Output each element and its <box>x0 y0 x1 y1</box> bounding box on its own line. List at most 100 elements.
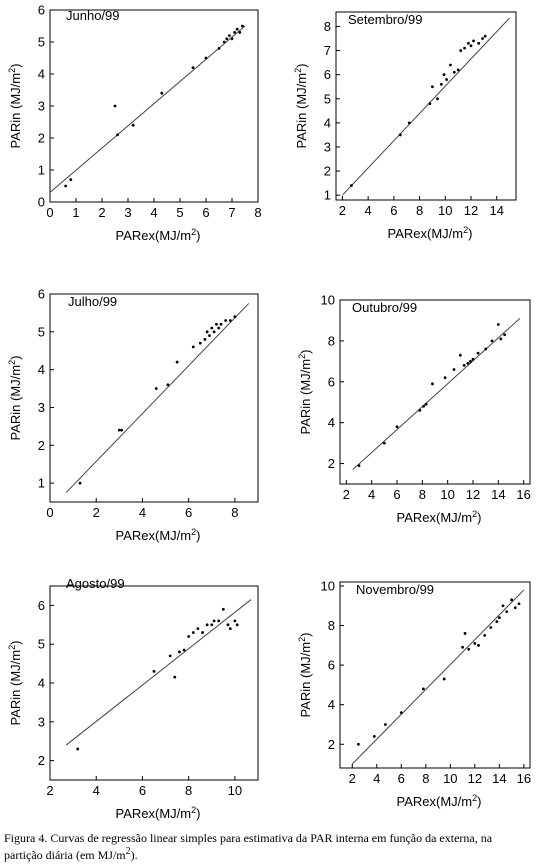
data-point <box>489 626 493 629</box>
y-tick-label: 2 <box>38 131 45 146</box>
x-tick-label: 4 <box>365 203 372 218</box>
x-axis-title: PARex(MJ/m2) <box>116 527 201 543</box>
panel-title: Junho/99 <box>66 8 120 23</box>
x-tick-label: 4 <box>93 783 100 798</box>
y-tick-label: 5 <box>38 637 45 652</box>
data-point <box>113 104 117 108</box>
data-point <box>235 623 239 627</box>
x-axis-title: PARex(MJ/m2) <box>397 509 482 525</box>
y-tick-label: 3 <box>38 714 45 729</box>
data-point <box>383 723 387 726</box>
data-point <box>497 616 501 620</box>
plot-frame <box>49 585 259 781</box>
data-point <box>421 687 425 691</box>
plot-frame <box>339 299 531 485</box>
x-tick-label: 4 <box>373 771 380 786</box>
data-point <box>424 402 428 406</box>
data-point <box>210 326 214 330</box>
data-point <box>503 333 507 337</box>
x-tick-label: 14 <box>489 203 503 218</box>
data-point <box>116 133 119 137</box>
y-tick-label: 2 <box>328 456 335 471</box>
data-point <box>481 37 484 40</box>
data-point <box>467 41 470 45</box>
y-tick-label: 7 <box>324 43 331 58</box>
data-point <box>501 604 505 608</box>
figure-caption: Figura 4. Curvas de regressão linear sim… <box>4 832 540 862</box>
data-point <box>69 178 73 182</box>
x-tick-label: 2 <box>98 205 105 220</box>
y-tick-label: 6 <box>38 287 45 302</box>
y-tick-label: 1 <box>38 163 45 178</box>
x-tick-label: 16 <box>517 771 531 786</box>
data-point <box>431 382 434 386</box>
data-point <box>226 623 230 627</box>
caption-line-1: Figura 4. Curvas de regressão linear sim… <box>4 831 493 845</box>
data-point <box>463 632 467 635</box>
data-point <box>228 34 231 37</box>
plot-frame <box>339 581 531 769</box>
x-tick-label: 12 <box>468 771 482 786</box>
data-point <box>175 360 179 364</box>
data-point <box>191 66 195 69</box>
data-point <box>495 620 499 623</box>
x-tick-label: 1 <box>72 205 79 220</box>
data-point <box>442 73 446 77</box>
data-point <box>350 184 353 187</box>
plot-frame <box>49 293 259 503</box>
caption-superscript: 2 <box>125 846 131 857</box>
data-point <box>238 31 242 34</box>
y-tick-label: 6 <box>38 598 45 613</box>
regression-line <box>65 303 250 493</box>
data-point <box>428 102 432 105</box>
data-point <box>490 339 494 343</box>
data-point <box>228 319 232 322</box>
panel-title: Agosto/99 <box>66 576 125 591</box>
chart-outubro: 2 4 6 8 10 12 14 16 2 4 6 8 10 Outubro/99 PARex(MJ/m2)… <box>297 293 531 526</box>
x-tick-label: 8 <box>419 487 426 502</box>
data-point <box>215 322 218 326</box>
data-point <box>452 70 456 74</box>
data-point <box>187 635 191 638</box>
data-point <box>473 641 477 645</box>
data-point <box>477 643 480 647</box>
regression-line <box>49 25 246 193</box>
data-point <box>372 734 376 738</box>
data-point <box>443 376 447 380</box>
data-point <box>461 645 464 649</box>
panel-title: Setembro/99 <box>348 12 422 27</box>
data-point <box>198 341 202 345</box>
data-point <box>472 39 475 43</box>
data-point <box>499 337 503 341</box>
data-point <box>78 481 82 485</box>
x-tick-label: 2 <box>93 505 100 520</box>
data-point <box>219 322 223 326</box>
y-tick-label: 10 <box>321 293 335 308</box>
data-point <box>178 650 181 654</box>
data-point <box>484 347 488 351</box>
data-point <box>201 631 204 634</box>
data-point <box>356 742 360 746</box>
regression-line <box>65 599 252 746</box>
regression-line <box>342 17 510 196</box>
y-axis-title: PARin (MJ/m2) <box>297 633 313 718</box>
x-tick-label: 8 <box>231 505 238 520</box>
data-point <box>241 24 244 28</box>
x-axis-title: PARex(MJ/m2) <box>116 805 201 821</box>
data-point <box>224 319 228 322</box>
data-point <box>217 47 221 50</box>
data-point <box>205 330 209 334</box>
data-point <box>445 78 448 81</box>
data-point <box>357 464 361 467</box>
chart-agosto: 2 4 6 8 10 2 3 4 5 6 Agosto/99 PARex(MJ/m2) PARin (M… <box>7 576 259 821</box>
data-point <box>166 383 170 387</box>
x-tick-label: 0 <box>46 205 53 220</box>
data-point <box>469 359 472 363</box>
x-tick-label: 8 <box>416 203 423 218</box>
data-point <box>407 121 411 125</box>
y-tick-label: 6 <box>38 3 45 18</box>
y-axis-title: PARin (MJ/m2) <box>7 64 23 149</box>
y-tick-label: 10 <box>321 578 335 593</box>
